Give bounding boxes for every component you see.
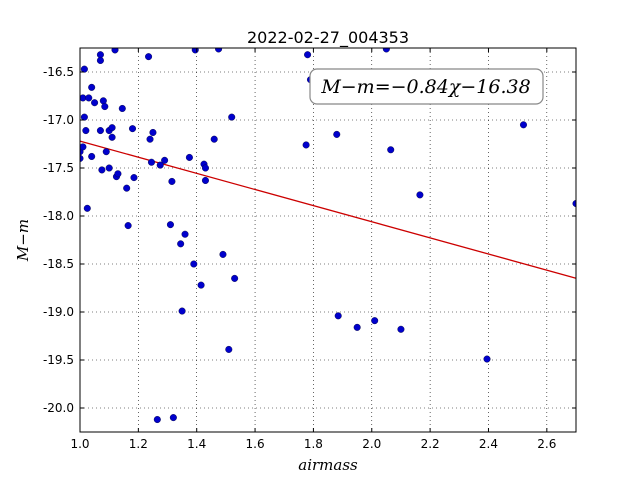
chart-title: 2022-02-27_004353 <box>247 28 409 48</box>
x-tick-label: 1.4 <box>187 437 206 451</box>
data-point <box>353 323 361 331</box>
data-point <box>190 260 198 268</box>
data-point <box>231 274 239 282</box>
data-point <box>108 133 116 141</box>
data-point <box>147 158 155 166</box>
data-point <box>168 177 176 185</box>
data-point <box>88 83 96 91</box>
data-point <box>181 230 189 238</box>
data-point <box>197 281 205 289</box>
data-point <box>333 130 341 138</box>
data-point <box>101 103 109 111</box>
data-point <box>111 48 119 54</box>
data-point <box>80 113 88 121</box>
data-point <box>114 170 122 178</box>
data-point <box>178 307 186 315</box>
data-point <box>185 153 193 161</box>
x-axis-label: airmass <box>298 456 358 474</box>
data-point <box>371 317 379 325</box>
x-tick-label: 1.8 <box>304 437 323 451</box>
data-point <box>304 51 312 59</box>
data-point <box>124 222 132 230</box>
y-tick-label: -19.5 <box>43 353 74 367</box>
data-point <box>210 135 218 143</box>
data-point <box>169 414 177 422</box>
data-point <box>572 200 576 208</box>
x-tick-label: 2.6 <box>537 437 556 451</box>
data-point <box>215 48 223 53</box>
data-point <box>123 184 131 192</box>
data-points <box>80 48 576 424</box>
data-point <box>99 97 107 105</box>
data-point <box>397 325 405 333</box>
data-point <box>108 124 116 132</box>
data-point <box>80 65 88 73</box>
data-point <box>96 127 104 135</box>
y-axis-label: M−m <box>14 219 32 262</box>
y-tick-label: -20.0 <box>43 401 74 415</box>
data-point <box>219 250 227 258</box>
data-point <box>91 99 99 107</box>
data-point <box>98 166 106 174</box>
data-point <box>88 152 96 160</box>
x-tick-label: 1.6 <box>246 437 265 451</box>
data-point <box>334 312 342 320</box>
data-point <box>519 121 527 129</box>
fit-equation-box: M−m=−0.84χ−16.38 <box>309 68 544 105</box>
data-point <box>80 154 84 162</box>
data-point <box>96 56 104 64</box>
data-point <box>228 113 236 121</box>
data-point <box>387 146 395 154</box>
data-point <box>146 135 154 143</box>
x-tick-label: 2.0 <box>362 437 381 451</box>
y-tick-label: -18.5 <box>43 257 74 271</box>
axis-ticks: 1.0 1.2 1.4 1.6 1.8 2.0 2.2 2.4 2.6 -16.5 -17.0 -17… <box>43 48 576 451</box>
y-tick-label: -17.0 <box>43 113 74 127</box>
x-tick-label: 1.2 <box>129 437 148 451</box>
data-point <box>102 148 110 156</box>
y-tick-label: -17.5 <box>43 161 74 175</box>
y-tick-label: -19.0 <box>43 305 74 319</box>
data-point <box>177 240 185 248</box>
data-point <box>105 164 113 172</box>
data-point <box>149 128 157 136</box>
fit-equation: M−m=−0.84χ−16.38 <box>320 76 530 98</box>
data-point <box>201 164 209 172</box>
data-point <box>201 176 209 184</box>
data-point <box>483 355 491 363</box>
data-point <box>302 141 310 149</box>
x-tick-label: 2.4 <box>479 437 498 451</box>
data-point <box>85 94 93 102</box>
data-point <box>416 191 424 199</box>
data-point <box>130 174 138 182</box>
data-point <box>161 156 169 164</box>
data-point <box>118 104 126 112</box>
data-point <box>80 143 87 151</box>
x-tick-label: 1.0 <box>70 437 89 451</box>
data-point <box>382 48 390 53</box>
data-point <box>83 204 91 212</box>
data-point <box>129 125 137 133</box>
x-tick-label: 2.2 <box>421 437 440 451</box>
data-point <box>153 416 161 424</box>
y-tick-label: -16.5 <box>43 65 74 79</box>
data-point <box>145 53 153 61</box>
data-point <box>225 345 233 353</box>
data-point <box>156 161 164 169</box>
plot-frame <box>79 47 577 433</box>
y-tick-label: -18.0 <box>43 209 74 223</box>
data-point <box>82 127 90 135</box>
data-point <box>80 94 87 102</box>
data-point <box>166 221 174 229</box>
